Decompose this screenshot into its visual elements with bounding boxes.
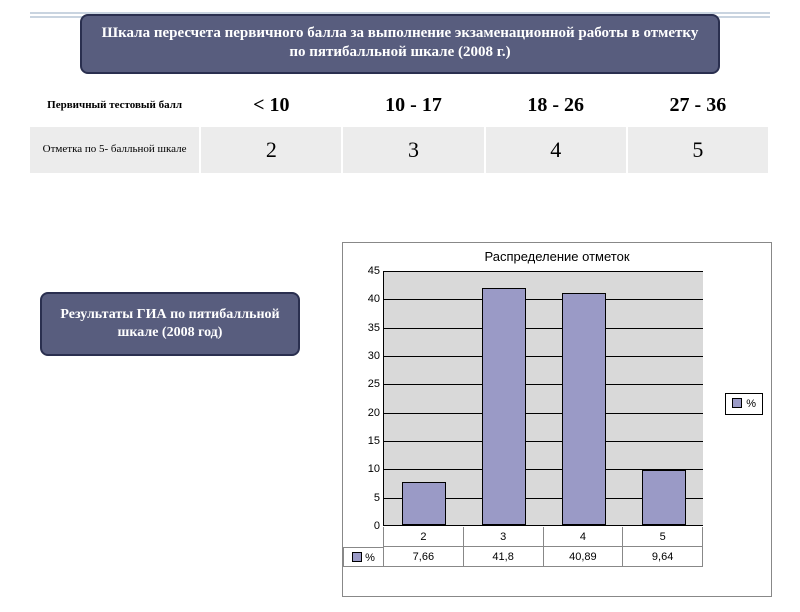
chart-x-value: 9,64 (623, 547, 703, 567)
row2-val: 3 (342, 127, 484, 173)
chart-series-header: % (343, 547, 383, 567)
chart-x-value: 40,89 (544, 547, 624, 567)
distribution-chart: Распределение отметок 051015202530354045… (342, 242, 772, 597)
row2-val: 2 (200, 127, 342, 173)
chart-gridline (384, 413, 703, 414)
legend-label: % (746, 398, 756, 410)
chart-ytick: 45 (354, 265, 380, 277)
row1-label: Первичный тестовый балл (30, 84, 200, 127)
table-row: Отметка по 5- балльной шкале 2 3 4 5 (30, 127, 769, 173)
chart-legend: % (725, 393, 763, 415)
chart-ytick: 20 (354, 407, 380, 419)
chart-gridline (384, 384, 703, 385)
table-row: Первичный тестовый балл < 10 10 - 17 18 … (30, 84, 769, 127)
legend-swatch (732, 398, 742, 408)
title-text: Шкала пересчета первичного балла за выпо… (102, 25, 699, 60)
chart-bar (482, 288, 526, 525)
chart-ytick: 0 (354, 520, 380, 532)
chart-x-category: 2 (384, 527, 464, 547)
chart-x-value: 41,8 (464, 547, 544, 567)
chart-x-categories: 2345 (383, 527, 703, 547)
row2-val: 5 (627, 127, 769, 173)
chart-ytick: 40 (354, 293, 380, 305)
chart-gridline (384, 271, 703, 272)
chart-bar (402, 482, 446, 525)
conversion-table: Первичный тестовый балл < 10 10 - 17 18 … (30, 84, 770, 173)
row1-val: 27 - 36 (627, 84, 769, 127)
row1-val: 18 - 26 (485, 84, 627, 127)
chart-gridline (384, 441, 703, 442)
chart-gridline (384, 328, 703, 329)
chart-x-category: 5 (623, 527, 703, 547)
chart-ytick: 30 (354, 350, 380, 362)
row2-label: Отметка по 5- балльной шкале (30, 127, 200, 173)
chart-ytick: 25 (354, 378, 380, 390)
chart-ytick: 15 (354, 435, 380, 447)
row2-val: 4 (485, 127, 627, 173)
chart-x-values: 7,6641,840,899,64 (383, 547, 703, 567)
row1-val: < 10 (200, 84, 342, 127)
chart-ytick: 10 (354, 463, 380, 475)
chart-x-category: 3 (464, 527, 544, 547)
chart-ytick: 35 (354, 322, 380, 334)
title-box: Шкала пересчета первичного балла за выпо… (80, 14, 720, 74)
chart-x-category: 4 (544, 527, 624, 547)
chart-plot-area: 051015202530354045 (383, 271, 703, 526)
row1-val: 10 - 17 (342, 84, 484, 127)
chart-bar (642, 470, 686, 525)
chart-x-value: 7,66 (384, 547, 464, 567)
chart-bar (562, 293, 606, 525)
chart-gridline (384, 356, 703, 357)
chart-ytick: 5 (354, 492, 380, 504)
chart-title: Распределение отметок (343, 243, 771, 266)
subtitle-box: Результаты ГИА по пятибалльной шкале (20… (40, 292, 300, 356)
subtitle-text: Результаты ГИА по пятибалльной шкале (20… (60, 307, 279, 340)
chart-gridline (384, 299, 703, 300)
